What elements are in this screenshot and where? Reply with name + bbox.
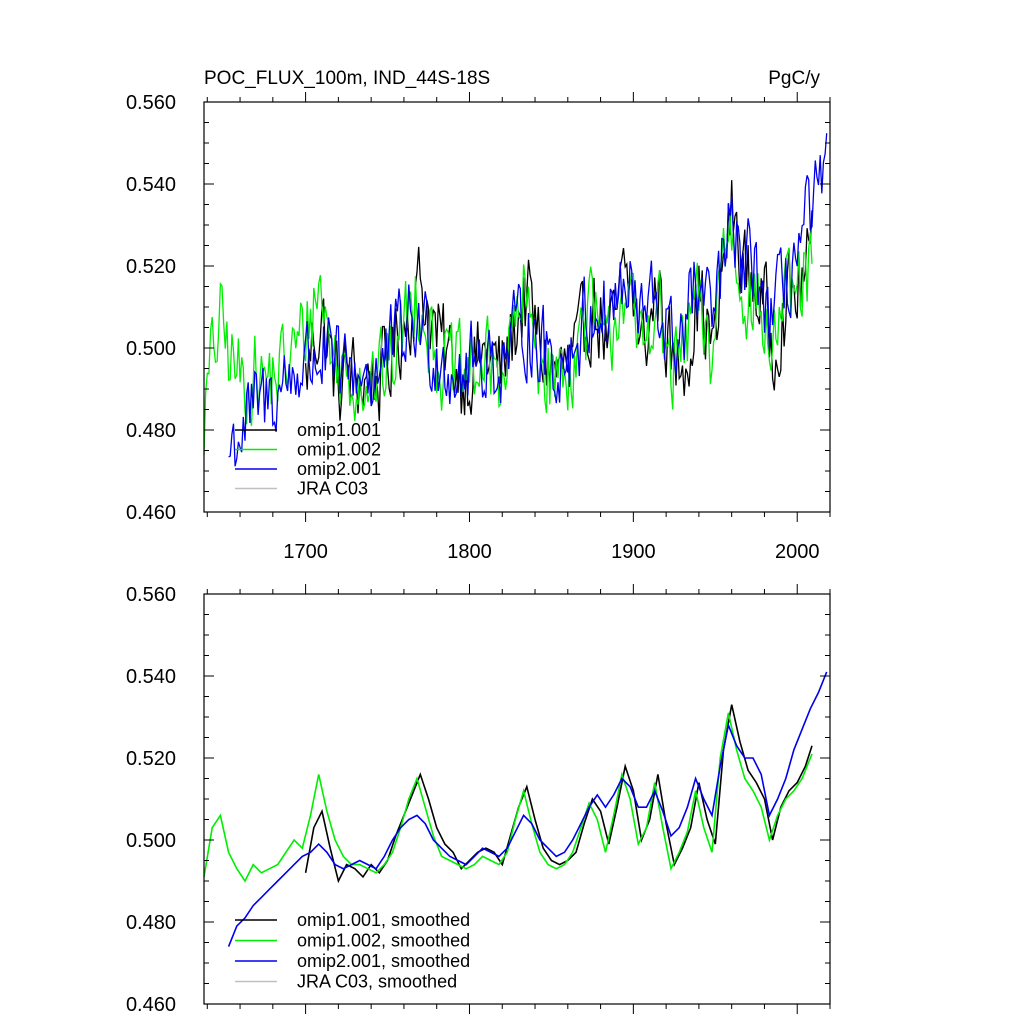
series-line-omip1-002 [203,214,813,456]
y-tick-label: 0.500 [126,338,176,360]
top-axes: 0.460 0.480 0.500 0.520 0.540 0.560 1700 1800 19… [126,92,831,563]
series-line-omip2-001 [228,133,828,467]
top-panel: POC_FLUX_100m, IND_44S-18S PgC/y 0.4600.… [126,68,831,563]
y-tick-label: 0.560 [126,584,176,606]
legend-label: omip1.002 [297,440,381,460]
series-line-omip2-001 [227,671,828,947]
y-tick-label: 0.520 [126,748,176,770]
x-tick-label: 1900 [611,541,656,563]
top-panel-units: PgC/y [768,68,820,89]
legend-label: omip2.001 [297,459,381,479]
y-tick-label: 0.500 [126,830,176,852]
top-series-group [203,133,828,467]
x-tick-label: 1800 [447,541,492,563]
y-tick-label: 0.540 [126,666,176,688]
y-tick-label: 0.480 [126,912,176,934]
legend-label: omip1.001 [297,420,381,440]
y-tick-label: 0.460 [126,994,176,1016]
y-tick-label: 0.520 [126,256,176,278]
legend-label: JRA C03 [297,479,368,499]
legend-label: omip1.002, smoothed [297,931,470,951]
bottom-series-group [203,671,828,947]
y-tick-label: 0.540 [126,174,176,196]
x-tick-label: 2000 [775,541,820,563]
series-line-omip1-002 [203,712,813,883]
top-panel-title: POC_FLUX_100m, IND_44S-18S [204,68,490,89]
bottom-panel: 0.460 0.480 0.500 0.520 0.540 0.560 omip1.001… [126,584,831,1016]
legend-label: omip1.001, smoothed [297,910,470,930]
y-tick-label: 0.560 [126,92,176,114]
y-tick-label: 0.480 [126,420,176,442]
legend-label: JRA C03, smoothed [297,972,457,992]
bottom-axes: 0.460 0.480 0.500 0.520 0.540 0.560 [126,584,831,1016]
x-tick-label: 1700 [283,541,328,563]
legend-label: omip2.001, smoothed [297,951,470,971]
y-tick-label: 0.460 [126,502,176,524]
series-line-omip1-001 [304,704,813,884]
